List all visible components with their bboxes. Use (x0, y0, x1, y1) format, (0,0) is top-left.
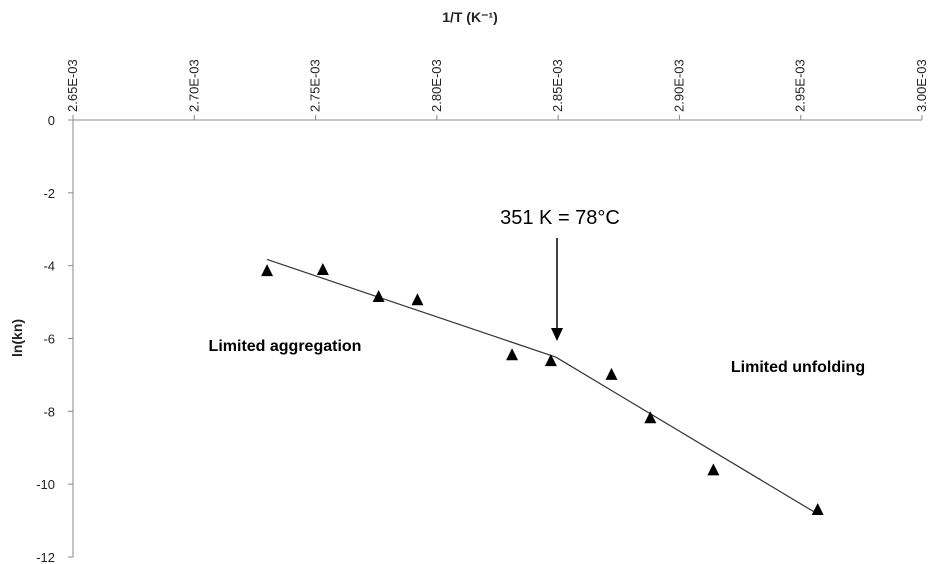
data-point (644, 411, 657, 424)
x-tick-label: 2.95E-03 (793, 59, 808, 112)
annotation: Limited unfolding (731, 359, 865, 376)
x-tick-label: 2.90E-03 (671, 59, 686, 112)
data-point (605, 367, 618, 380)
x-tick-label: 2.85E-03 (550, 59, 565, 112)
data-point (811, 503, 824, 516)
fit-line (266, 258, 556, 358)
y-tick-label: -4 (43, 259, 55, 274)
x-tick-label: 2.65E-03 (65, 59, 80, 112)
annotation: 351 K = 78°C (500, 207, 620, 229)
arrow-head (551, 328, 563, 341)
y-tick-label: -8 (43, 404, 55, 419)
x-tick-label: 2.70E-03 (186, 59, 201, 112)
y-axis-title: ln(kn) (9, 319, 25, 357)
y-tick-label: -12 (36, 550, 55, 564)
x-tick-label: 2.80E-03 (429, 59, 444, 112)
x-axis-title: 1/T (K⁻¹) (442, 9, 498, 25)
y-tick-label: -6 (43, 332, 55, 347)
data-point (707, 463, 720, 476)
y-tick-label: -10 (36, 477, 55, 492)
y-tick-label: 0 (48, 113, 55, 128)
data-point (411, 293, 424, 306)
data-point (372, 289, 385, 302)
data-point (261, 264, 274, 277)
data-point (544, 354, 557, 367)
y-tick-label: -2 (43, 186, 55, 201)
annotation: Limited aggregation (209, 338, 362, 355)
x-tick-label: 2.75E-03 (308, 59, 323, 112)
fit-line (555, 356, 819, 515)
data-point (506, 348, 519, 361)
data-point (316, 263, 329, 276)
x-tick-label: 3.00E-03 (914, 59, 928, 112)
